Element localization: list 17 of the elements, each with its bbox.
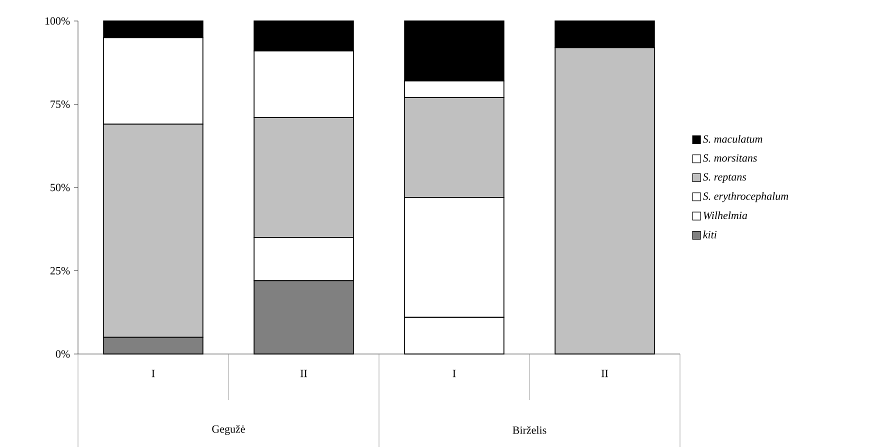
y-tick-label: 0% [56,350,70,358]
legend-label: kiti [703,230,717,238]
legend-label: S. reptans [702,173,746,183]
text: Gegužė [212,424,245,436]
y-tick-label: 50% [50,184,70,192]
x-tick-label: II [300,370,308,378]
y-tick-label: 75% [50,100,70,108]
text: Birželis [512,426,546,434]
x-tick-label: II [601,370,608,378]
x-tick-label: I [152,370,155,378]
legend-label: S. maculatum [702,135,762,143]
legend-label: S. morsitans [702,154,757,162]
legend-label: S. erythrocephalum [702,192,788,202]
x-tick-label: I [452,370,456,378]
y-tick-label: 100% [45,17,70,25]
legend-label: Wilhelmia [704,211,748,220]
y-tick-label: 25% [50,267,70,274]
